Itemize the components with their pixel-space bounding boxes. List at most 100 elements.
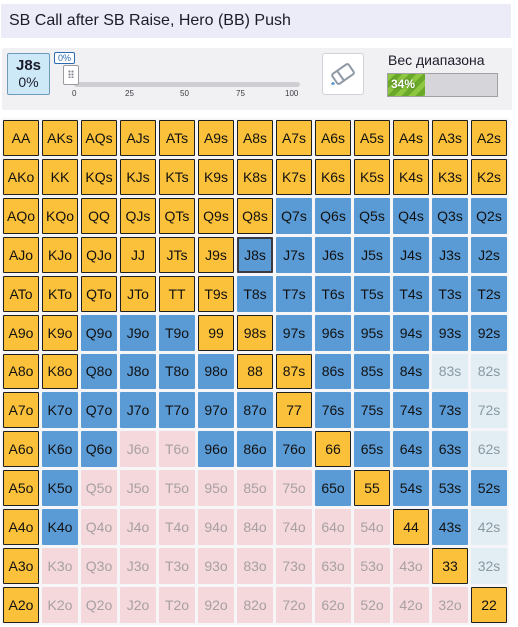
hand-cell-q2s[interactable]: Q2s [471,197,507,234]
hand-cell-j5s[interactable]: J5s [354,236,390,273]
hand-cell-a6s[interactable]: A6s [315,120,351,156]
hand-cell-k8o[interactable]: K8o [42,353,78,390]
hand-cell-a9s[interactable]: A9s [198,120,234,156]
hand-cell-q6s[interactable]: Q6s [315,197,351,234]
hand-cell-85o[interactable]: 85o [237,470,273,507]
hand-cell-q2o[interactable]: Q2o [81,587,117,623]
hand-cell-75s[interactable]: 75s [354,392,390,429]
hand-cell-qjo[interactable]: QJo [81,236,117,273]
hand-cell-k9s[interactable]: K9s [198,158,234,195]
hand-cell-98s[interactable]: 98s [237,314,273,351]
hand-cell-k6o[interactable]: K6o [42,431,78,468]
hand-cell-93s[interactable]: 93s [432,314,468,351]
hand-cell-kts[interactable]: KTs [159,158,195,195]
hand-cell-t9s[interactable]: T9s [198,275,234,312]
hand-cell-qts[interactable]: QTs [159,197,195,234]
hand-cell-a6o[interactable]: A6o [3,431,39,468]
hand-cell-ako[interactable]: AKo [3,158,39,195]
hand-cell-t4s[interactable]: T4s [393,275,429,312]
hand-cell-t5s[interactable]: T5s [354,275,390,312]
hand-cell-76o[interactable]: 76o [276,431,312,468]
hand-cell-53s[interactable]: 53s [432,470,468,507]
hand-cell-q9o[interactable]: Q9o [81,314,117,351]
hand-cell-54o[interactable]: 54o [354,509,390,546]
hand-cell-a5s[interactable]: A5s [354,120,390,156]
hand-cell-77[interactable]: 77 [276,392,312,429]
hand-cell-t7o[interactable]: T7o [159,392,195,429]
hand-cell-54s[interactable]: 54s [393,470,429,507]
hand-cell-55[interactable]: 55 [354,470,390,507]
hand-cell-j5o[interactable]: J5o [120,470,156,507]
hand-cell-76s[interactable]: 76s [315,392,351,429]
hand-cell-k3o[interactable]: K3o [42,548,78,585]
hand-cell-jts[interactable]: JTs [159,236,195,273]
hand-cell-j2s[interactable]: J2s [471,236,507,273]
hand-cell-ajs[interactable]: AJs [120,120,156,156]
frequency-slider-thumb[interactable] [63,65,79,85]
hand-cell-96s[interactable]: 96s [315,314,351,351]
hand-cell-72s[interactable]: 72s [471,392,507,429]
hand-cell-a3o[interactable]: A3o [3,548,39,585]
hand-cell-a8s[interactable]: A8s [237,120,273,156]
hand-cell-ajo[interactable]: AJo [3,236,39,273]
hand-cell-k8s[interactable]: K8s [237,158,273,195]
hand-cell-k2s[interactable]: K2s [471,158,507,195]
hand-cell-j4s[interactable]: J4s [393,236,429,273]
hand-cell-43o[interactable]: 43o [393,548,429,585]
hand-cell-aks[interactable]: AKs [42,120,78,156]
hand-cell-q7o[interactable]: Q7o [81,392,117,429]
hand-cell-jto[interactable]: JTo [120,275,156,312]
hand-cell-98o[interactable]: 98o [198,353,234,390]
hand-cell-84s[interactable]: 84s [393,353,429,390]
hand-cell-52o[interactable]: 52o [354,587,390,623]
hand-cell-k5s[interactable]: K5s [354,158,390,195]
hand-cell-q8o[interactable]: Q8o [81,353,117,390]
eraser-button[interactable] [322,53,364,95]
hand-cell-94s[interactable]: 94s [393,314,429,351]
hand-cell-a7o[interactable]: A7o [3,392,39,429]
hand-cell-94o[interactable]: 94o [198,509,234,546]
hand-cell-a2o[interactable]: A2o [3,587,39,623]
hand-cell-88[interactable]: 88 [237,353,273,390]
hand-cell-aqs[interactable]: AQs [81,120,117,156]
hand-cell-a9o[interactable]: A9o [3,314,39,351]
hand-cell-63o[interactable]: 63o [315,548,351,585]
hand-cell-65s[interactable]: 65s [354,431,390,468]
hand-cell-86s[interactable]: 86s [315,353,351,390]
hand-cell-32o[interactable]: 32o [432,587,468,623]
hand-cell-95o[interactable]: 95o [198,470,234,507]
hand-cell-99[interactable]: 99 [198,314,234,351]
hand-cell-tt[interactable]: TT [159,275,195,312]
hand-cell-q5s[interactable]: Q5s [354,197,390,234]
hand-cell-k3s[interactable]: K3s [432,158,468,195]
hand-cell-kqs[interactable]: KQs [81,158,117,195]
hand-cell-t9o[interactable]: T9o [159,314,195,351]
hand-cell-65o[interactable]: 65o [315,470,351,507]
hand-cell-aa[interactable]: AA [3,120,39,156]
hand-cell-87o[interactable]: 87o [237,392,273,429]
hand-cell-q4o[interactable]: Q4o [81,509,117,546]
hand-cell-t3s[interactable]: T3s [432,275,468,312]
hand-cell-a4s[interactable]: A4s [393,120,429,156]
hand-cell-k7o[interactable]: K7o [42,392,78,429]
frequency-slider-track[interactable] [74,82,300,87]
hand-cell-66[interactable]: 66 [315,431,351,468]
hand-cell-q5o[interactable]: Q5o [81,470,117,507]
hand-cell-kqo[interactable]: KQo [42,197,78,234]
hand-cell-83s[interactable]: 83s [432,353,468,390]
hand-cell-j9o[interactable]: J9o [120,314,156,351]
hand-cell-22[interactable]: 22 [471,587,507,623]
hand-cell-92o[interactable]: 92o [198,587,234,623]
hand-cell-k6s[interactable]: K6s [315,158,351,195]
hand-cell-84o[interactable]: 84o [237,509,273,546]
hand-cell-t6o[interactable]: T6o [159,431,195,468]
hand-cell-97s[interactable]: 97s [276,314,312,351]
hand-cell-t8o[interactable]: T8o [159,353,195,390]
hand-cell-k4o[interactable]: K4o [42,509,78,546]
hand-cell-t5o[interactable]: T5o [159,470,195,507]
hand-cell-k4s[interactable]: K4s [393,158,429,195]
hand-cell-q3s[interactable]: Q3s [432,197,468,234]
hand-cell-42o[interactable]: 42o [393,587,429,623]
hand-cell-j6o[interactable]: J6o [120,431,156,468]
hand-cell-j6s[interactable]: J6s [315,236,351,273]
